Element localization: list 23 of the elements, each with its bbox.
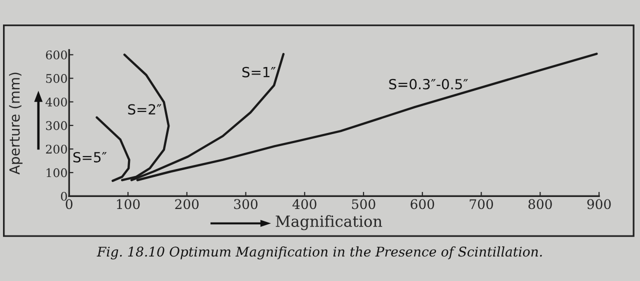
x-tick-label: 100	[117, 199, 140, 210]
y-tick-label: 500	[46, 74, 67, 83]
y-tick-label: 0	[61, 192, 67, 201]
y-tick-label: 300	[46, 121, 67, 130]
series-label: S=1″	[242, 66, 276, 78]
x-tick-label: 800	[528, 199, 552, 210]
y-axis-title: Aperture (mm)	[9, 72, 22, 175]
y-tick-label: 400	[46, 98, 67, 107]
x-tick-label: 200	[175, 199, 199, 210]
y-tick-label: 200	[46, 144, 67, 154]
series-label: S=0.3″-0.5″	[389, 78, 468, 90]
x-tick-label: 700	[470, 199, 493, 210]
y-tick-label: 100	[46, 168, 67, 178]
x-tick-label: 500	[352, 199, 376, 210]
x-tick-label: 900	[587, 199, 611, 210]
caption: Fig. 18.10 Optimum Magnification in the Presence of Scintillation.	[96, 246, 542, 260]
x-axis-title: Magnification	[276, 215, 382, 230]
x-tick-label: 300	[234, 199, 258, 210]
y-tick-label: 600	[46, 50, 67, 60]
x-tick-label: 400	[292, 199, 316, 210]
series-label: S=5″	[73, 152, 107, 162]
series-label: S=2″	[128, 104, 162, 115]
x-tick-label: 600	[410, 199, 434, 210]
